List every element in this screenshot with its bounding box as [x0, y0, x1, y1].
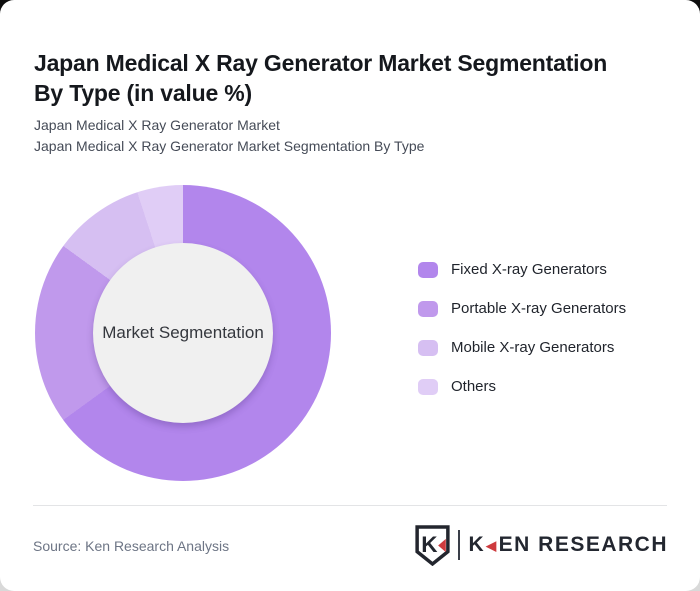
- subtitle-block: Japan Medical X Ray Generator Market Jap…: [34, 115, 674, 156]
- logo-red-triangle-icon: ◀: [486, 538, 498, 553]
- legend-item-others[interactable]: Others: [418, 378, 626, 395]
- page-title-line-2: By Type (in value %): [34, 80, 252, 107]
- subtitle-line-2: Japan Medical X Ray Generator Market Seg…: [34, 137, 425, 154]
- legend-label: Fixed X-ray Generators: [451, 261, 607, 278]
- source-note: Source: Ken Research Analysis: [33, 538, 230, 554]
- legend-swatch-icon: [418, 261, 438, 278]
- shield-k-logo-icon: K: [415, 524, 451, 566]
- donut-ring: Market Segmentation: [35, 185, 331, 481]
- legend-item-portable-xray-generators[interactable]: Portable X-ray Generators: [418, 300, 626, 317]
- logo-wordmark-rest: EN RESEARCH: [498, 533, 668, 556]
- legend-swatch-icon: [418, 339, 438, 356]
- logo-divider-bar: [458, 530, 461, 560]
- donut-hole: Market Segmentation: [93, 243, 273, 423]
- legend-item-mobile-xray-generators[interactable]: Mobile X-ray Generators: [418, 339, 626, 356]
- logo-wordmark: K ◀ EN RESEARCH: [468, 533, 668, 557]
- legend-item-fixed-xray-generators[interactable]: Fixed X-ray Generators: [418, 261, 626, 278]
- legend-label: Portable X-ray Generators: [451, 300, 627, 317]
- legend-swatch-icon: [418, 378, 438, 395]
- ken-research-logo: K K ◀ EN RESEARCH: [414, 524, 668, 566]
- legend-label: Others: [451, 378, 497, 395]
- legend-swatch-icon: [418, 300, 438, 317]
- legend-label: Mobile X-ray Generators: [451, 339, 615, 356]
- svg-text:K: K: [422, 532, 439, 557]
- donut-center-label: Market Segmentation: [102, 323, 264, 342]
- logo-letter-k: K: [468, 533, 486, 556]
- page-title-line-1: Japan Medical X Ray Generator Market Seg…: [34, 50, 608, 76]
- page-title: Japan Medical X Ray Generator Market Seg…: [34, 48, 684, 109]
- subtitle-line-1: Japan Medical X Ray Generator Market: [34, 117, 280, 133]
- footer-divider: [33, 505, 667, 506]
- chart-legend: Fixed X-ray Generators Portable X-ray Ge…: [418, 261, 626, 417]
